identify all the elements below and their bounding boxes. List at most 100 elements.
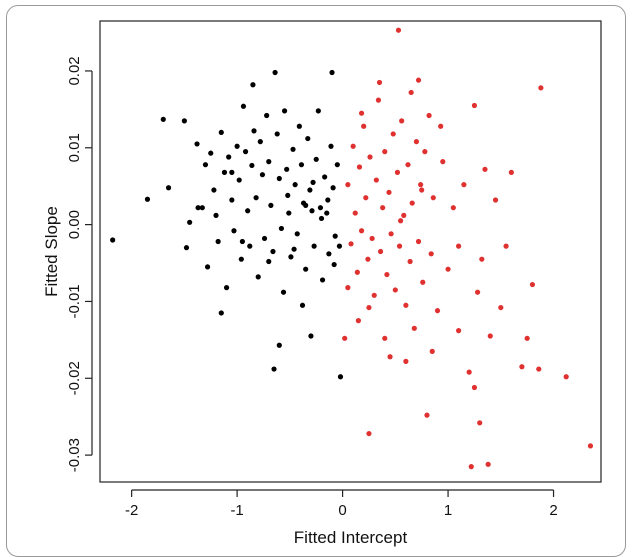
data-point: [403, 302, 409, 308]
data-point: [348, 241, 354, 247]
data-point: [440, 159, 446, 165]
data-point: [194, 141, 200, 147]
data-point: [199, 205, 205, 211]
data-point: [405, 162, 411, 168]
data-point: [284, 166, 290, 172]
data-point: [365, 256, 371, 262]
data-point: [330, 185, 336, 191]
data-point: [183, 245, 190, 251]
data-point: [373, 177, 379, 183]
data-point: [392, 287, 398, 293]
data-point: [479, 256, 485, 262]
data-point: [266, 258, 272, 265]
data-point: [313, 156, 319, 162]
data-point: [407, 258, 413, 265]
data-point: [420, 279, 426, 285]
data-point: [380, 205, 386, 211]
data-point: [387, 354, 393, 360]
data-point: [401, 212, 407, 218]
data-point: [165, 185, 172, 191]
data-point: [390, 131, 396, 137]
data-point: [503, 243, 509, 249]
data-point: [411, 325, 417, 331]
data-point: [242, 149, 249, 155]
data-point: [587, 443, 594, 449]
data-point: [319, 277, 326, 283]
data-point: [187, 219, 193, 225]
data-point: [296, 123, 302, 129]
y-tick-label: 0.01: [66, 133, 83, 162]
data-point: [536, 366, 542, 372]
data-point: [487, 333, 493, 339]
data-point: [310, 179, 316, 185]
data-point: [240, 103, 247, 109]
data-point: [213, 212, 219, 218]
data-point: [331, 261, 337, 268]
x-tick-label: 1: [444, 502, 452, 519]
x-axis-title: Fitted Intercept: [294, 528, 408, 547]
data-point: [218, 310, 224, 316]
data-point: [399, 118, 405, 124]
data-point: [278, 225, 285, 232]
data-point: [354, 269, 360, 275]
data-point: [403, 358, 409, 364]
y-tick-label: 0.00: [66, 210, 83, 239]
data-point: [291, 246, 297, 252]
data-point: [281, 108, 288, 114]
data-point: [358, 228, 365, 234]
data-point: [221, 169, 228, 175]
data-point: [251, 128, 257, 134]
data-point: [271, 366, 277, 372]
data-point: [366, 430, 372, 437]
data-point: [253, 195, 259, 201]
figure-frame: [6, 5, 626, 557]
data-point: [382, 149, 388, 155]
data-point: [309, 208, 315, 214]
data-point: [471, 384, 478, 391]
data-point: [445, 266, 451, 272]
data-point: [377, 248, 384, 255]
data-point: [386, 189, 392, 195]
data-point: [384, 271, 390, 278]
data-point: [236, 177, 242, 183]
data-point: [508, 169, 514, 175]
data-point: [336, 243, 343, 249]
data-point: [366, 304, 372, 311]
data-point: [328, 143, 334, 149]
data-point: [238, 256, 244, 262]
x-tick-label: -2: [125, 502, 138, 519]
y-tick-label: 0.02: [66, 56, 83, 85]
data-point: [409, 200, 415, 206]
data-point: [428, 251, 434, 257]
data-point: [337, 374, 344, 380]
data-point: [239, 238, 245, 245]
data-point: [482, 166, 488, 172]
data-point: [255, 274, 261, 280]
plot-area: [99, 20, 602, 483]
data-point: [398, 218, 404, 224]
y-tick-label: -0.02: [66, 361, 83, 395]
x-tick-label: 0: [338, 502, 346, 519]
data-point: [268, 202, 274, 208]
data-point: [288, 254, 294, 260]
data-point: [345, 182, 351, 188]
data-point: [299, 302, 306, 308]
data-point: [485, 461, 491, 467]
data-point: [468, 464, 474, 470]
data-point: [264, 112, 270, 119]
data-point: [519, 364, 525, 370]
data-point: [408, 89, 414, 96]
data-point: [424, 412, 430, 418]
data-point: [363, 195, 369, 201]
data-point: [395, 27, 402, 33]
data-point: [355, 318, 362, 324]
data-point: [371, 292, 377, 298]
data-point: [144, 196, 151, 202]
data-point: [450, 205, 456, 211]
data-point: [215, 238, 221, 245]
data-point: [538, 85, 544, 91]
data-point: [276, 342, 282, 348]
data-point: [211, 187, 217, 193]
data-point: [376, 79, 383, 86]
